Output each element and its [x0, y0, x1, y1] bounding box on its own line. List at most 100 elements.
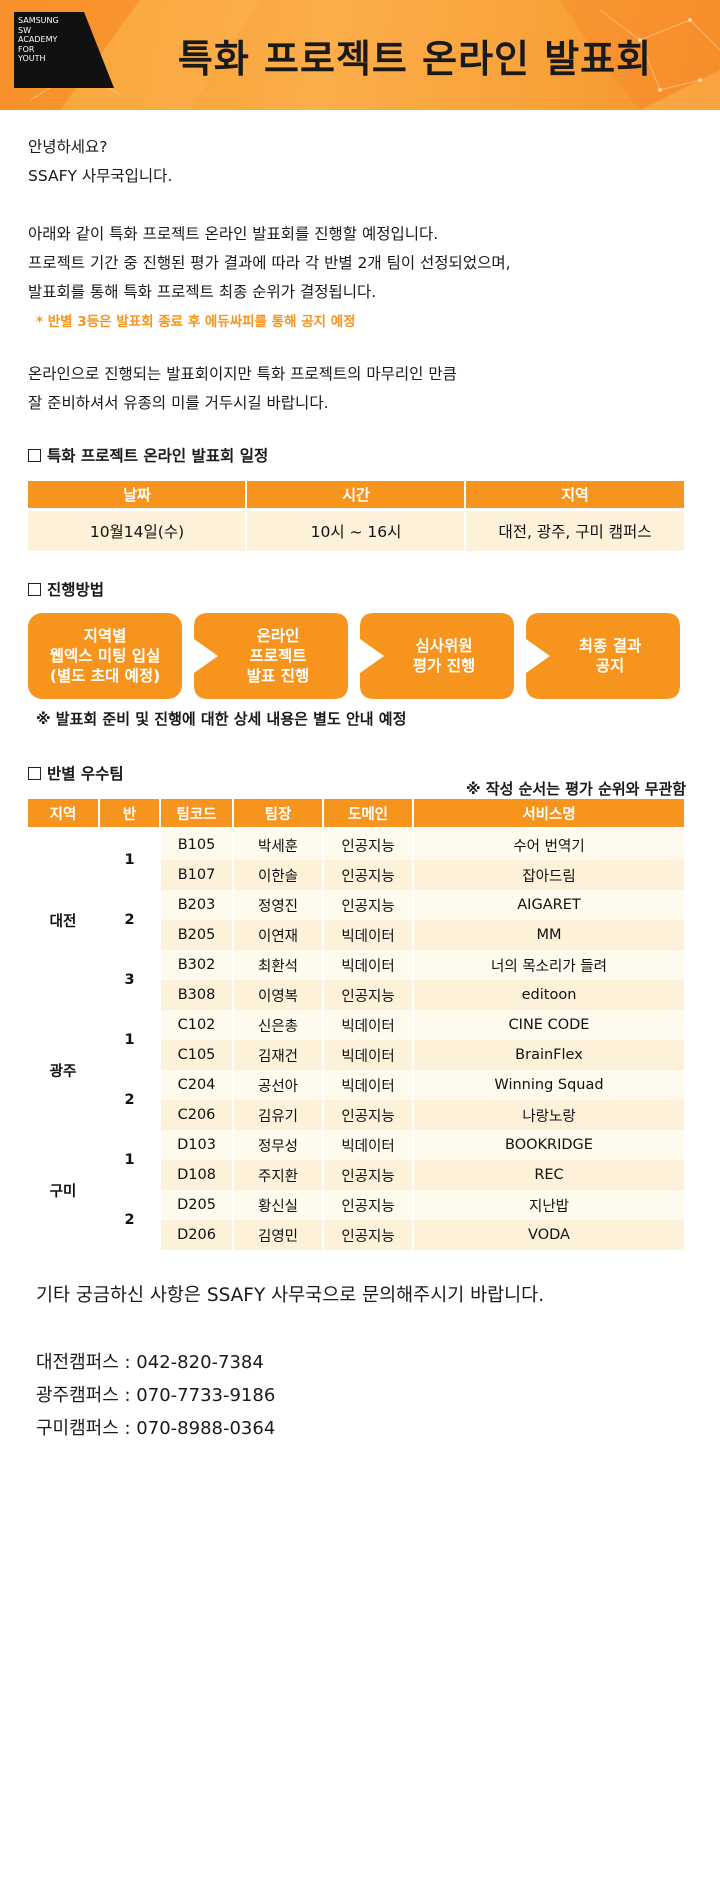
region-cell: 대전 — [28, 830, 98, 1010]
process-step-1: 지역별 웹엑스 미팅 입실 (별도 초대 예정) — [28, 613, 182, 699]
teams-table: 지역 반 팀코드 팀장 도메인 서비스명 B105 박세훈 인공지능 수어 번역기 B1… — [28, 799, 684, 1250]
intro-line: 아래와 같이 특화 프로젝트 온라인 발표회를 진행할 예정입니다. — [28, 225, 439, 243]
team-domain-cell: 인공지능 — [341, 1228, 395, 1245]
team-code-cell: C105 — [177, 1047, 216, 1063]
step-shape — [360, 613, 514, 699]
team-leader-cell: 이영복 — [257, 988, 299, 1005]
team-leader-cell: 최환석 — [257, 958, 299, 975]
schedule-table: 날짜 시간 지역 10월14일(수) 10시 ~ 16시 대전, 광주, 구미 … — [28, 481, 684, 551]
schedule-region: 대전, 광주, 구미 캠퍼스 — [498, 523, 652, 541]
column-divider — [245, 481, 247, 551]
team-domain-cell: 인공지능 — [341, 988, 395, 1005]
team-leader-cell: 김유기 — [257, 1108, 299, 1125]
teams-header-code: 팀코드 — [161, 799, 232, 827]
team-domain-cell: 빅데이터 — [341, 1138, 395, 1155]
section-title-text: 진행방법 — [47, 581, 105, 599]
team-leader-cell: 김영민 — [257, 1228, 299, 1245]
checkbox-square-icon — [28, 449, 41, 462]
schedule-time: 10시 ~ 16시 — [310, 523, 402, 541]
schedule-body-row — [28, 511, 684, 551]
teams-header-service: 서비스명 — [414, 799, 684, 827]
service-name-cell: 수어 번역기 — [513, 838, 585, 855]
service-name-cell: AIGARET — [517, 897, 581, 913]
team-leader-cell: 이연재 — [257, 928, 299, 945]
service-name-cell: BOOKRIDGE — [505, 1137, 593, 1153]
logo-line: SAMSUNG — [18, 16, 59, 25]
header-banner: SAMSUNG SW ACADEMY FOR YOUTH 특화 프로젝트 온라인… — [0, 0, 720, 110]
greeting: 안녕하세요? — [28, 138, 108, 156]
intro-line: 프로젝트 기간 중 진행된 평가 결과에 따라 각 반별 2개 팀이 선정되었으… — [28, 254, 511, 272]
service-name-cell: VODA — [528, 1227, 570, 1243]
rank-note: * 반별 3등은 발표회 종료 후 에듀싸피를 통해 공지 예정 — [36, 314, 356, 330]
step-label: 지역별 웹엑스 미팅 입실 (별도 초대 예정) — [49, 627, 161, 685]
class-cell: 3 — [100, 950, 159, 1010]
checkbox-square-icon — [28, 583, 41, 596]
teams-header-domain: 도메인 — [324, 799, 412, 827]
class-cell: 1 — [100, 830, 159, 890]
contact-gumi: 구미캠퍼스 : 070-8988-0364 — [36, 1418, 276, 1439]
team-domain-cell: 인공지능 — [341, 898, 395, 915]
teams-header-class: 반 — [100, 799, 159, 827]
service-name-cell: MM — [536, 927, 562, 943]
team-code-cell: B107 — [177, 867, 216, 883]
team-domain-cell: 빅데이터 — [341, 1048, 395, 1065]
team-code-cell: C204 — [177, 1077, 216, 1093]
team-domain-cell: 빅데이터 — [341, 1078, 395, 1095]
contact-daejeon: 대전캠퍼스 : 042-820-7384 — [36, 1352, 264, 1373]
intro-line: 온라인으로 진행되는 발표회이지만 특화 프로젝트의 마무리인 만큼 — [28, 365, 457, 383]
class-cell: 2 — [100, 1190, 159, 1250]
team-leader-cell: 박세훈 — [257, 838, 299, 855]
team-code-cell: B203 — [177, 897, 216, 913]
process-step-2: 온라인 프로젝트 발표 진행 — [194, 613, 348, 699]
inquiry-text: 기타 궁금하신 사항은 SSAFY 사무국으로 문의해주시기 바랍니다. — [36, 1285, 545, 1306]
process-step-4: 최종 결과 공지 — [526, 613, 680, 699]
step-shape — [526, 613, 680, 699]
team-domain-cell: 인공지능 — [341, 838, 395, 855]
schedule-header-cell: 지역 — [561, 486, 589, 504]
checkbox-square-icon — [28, 767, 41, 780]
team-leader-cell: 김재건 — [257, 1048, 299, 1065]
order-note: ※ 작성 순서는 평가 순위와 무관함 — [466, 780, 687, 798]
service-name-cell: BrainFlex — [515, 1047, 583, 1063]
region-cell: 구미 — [28, 1130, 98, 1250]
service-name-cell: Winning Squad — [494, 1077, 604, 1093]
logo-line: ACADEMY — [18, 35, 58, 44]
process-step-3: 심사위원 평가 진행 — [360, 613, 514, 699]
team-leader-cell: 공선아 — [257, 1078, 299, 1095]
team-code-cell: B205 — [177, 927, 216, 943]
ssafy-logo — [14, 12, 114, 88]
logo-text: SAMSUNG SW ACADEMY FOR YOUTH — [18, 16, 78, 64]
section-title-process: 진행방법 — [28, 578, 104, 600]
service-name-cell: 잡아드림 — [522, 868, 576, 885]
column-divider — [464, 481, 466, 551]
team-leader-cell: 주지환 — [257, 1168, 299, 1185]
team-leader-cell: 황신실 — [257, 1198, 299, 1215]
team-leader-cell: 이한솔 — [257, 868, 299, 885]
sender: SSAFY 사무국입니다. — [28, 167, 173, 185]
team-leader-cell: 정무성 — [257, 1138, 299, 1155]
schedule-header-row — [28, 481, 684, 508]
team-leader-cell: 정영진 — [257, 898, 299, 915]
team-code-cell: C206 — [177, 1107, 216, 1123]
team-code-cell: B105 — [177, 837, 216, 853]
column-divider — [232, 799, 234, 1250]
section-title-schedule: 특화 프로젝트 온라인 발표회 일정 — [28, 444, 268, 466]
team-domain-cell: 인공지능 — [341, 868, 395, 885]
service-name-cell: CINE CODE — [508, 1017, 590, 1033]
team-domain-cell: 빅데이터 — [341, 958, 395, 975]
intro-line: 발표회를 통해 특화 프로젝트 최종 순위가 결정됩니다. — [28, 283, 377, 301]
step-label: 최종 결과 공지 — [578, 637, 642, 675]
class-cell: 1 — [100, 1010, 159, 1070]
class-cell: 1 — [100, 1130, 159, 1190]
teams-header-region: 지역 — [28, 799, 98, 827]
page-title: 특화 프로젝트 온라인 발표회 — [177, 37, 653, 81]
region-cell: 광주 — [28, 1010, 98, 1130]
service-name-cell: 지난밥 — [528, 1198, 570, 1215]
service-name-cell: REC — [534, 1167, 564, 1183]
column-divider — [159, 799, 161, 1250]
section-title-text: 특화 프로젝트 온라인 발표회 일정 — [47, 447, 269, 465]
team-domain-cell: 인공지능 — [341, 1168, 395, 1185]
schedule-header-cell: 날짜 — [123, 486, 151, 504]
logo-line: YOUTH — [18, 54, 46, 63]
